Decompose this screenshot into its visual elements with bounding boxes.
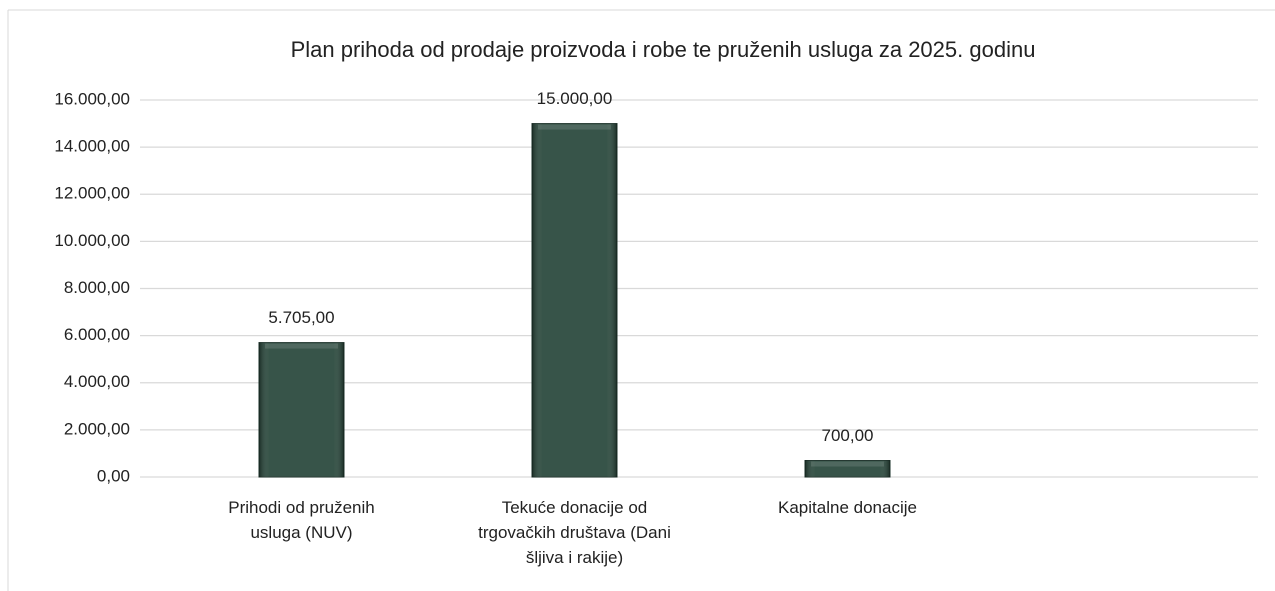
data-label: 15.000,00 bbox=[537, 89, 613, 108]
y-tick-label: 6.000,00 bbox=[64, 325, 130, 344]
y-tick-label: 0,00 bbox=[97, 466, 130, 485]
data-label: 5.705,00 bbox=[268, 308, 334, 327]
bar-bevel-top bbox=[538, 124, 611, 130]
x-tick-label: Tekuće donacije od trgovačkih društava (… bbox=[478, 498, 671, 567]
x-tick-label: Kapitalne donacije bbox=[778, 498, 917, 517]
x-tick-label: Prihodi od pruženih usluga (NUV) bbox=[228, 498, 375, 542]
y-tick-label: 12.000,00 bbox=[54, 184, 130, 203]
bar-bevel-top bbox=[265, 343, 338, 349]
bar bbox=[531, 123, 618, 478]
y-tick-label: 8.000,00 bbox=[64, 278, 130, 297]
y-tick-label: 16.000,00 bbox=[54, 89, 130, 108]
chart-title: Plan prihoda od prodaje proizvoda i robe… bbox=[291, 37, 1036, 62]
y-tick-label: 2.000,00 bbox=[64, 419, 130, 438]
y-tick-label: 10.000,00 bbox=[54, 231, 130, 250]
y-tick-label: 14.000,00 bbox=[54, 137, 130, 156]
bar-bevel-top bbox=[811, 461, 884, 467]
data-label: 700,00 bbox=[822, 426, 874, 445]
bar bbox=[258, 342, 345, 478]
y-tick-label: 4.000,00 bbox=[64, 372, 130, 391]
